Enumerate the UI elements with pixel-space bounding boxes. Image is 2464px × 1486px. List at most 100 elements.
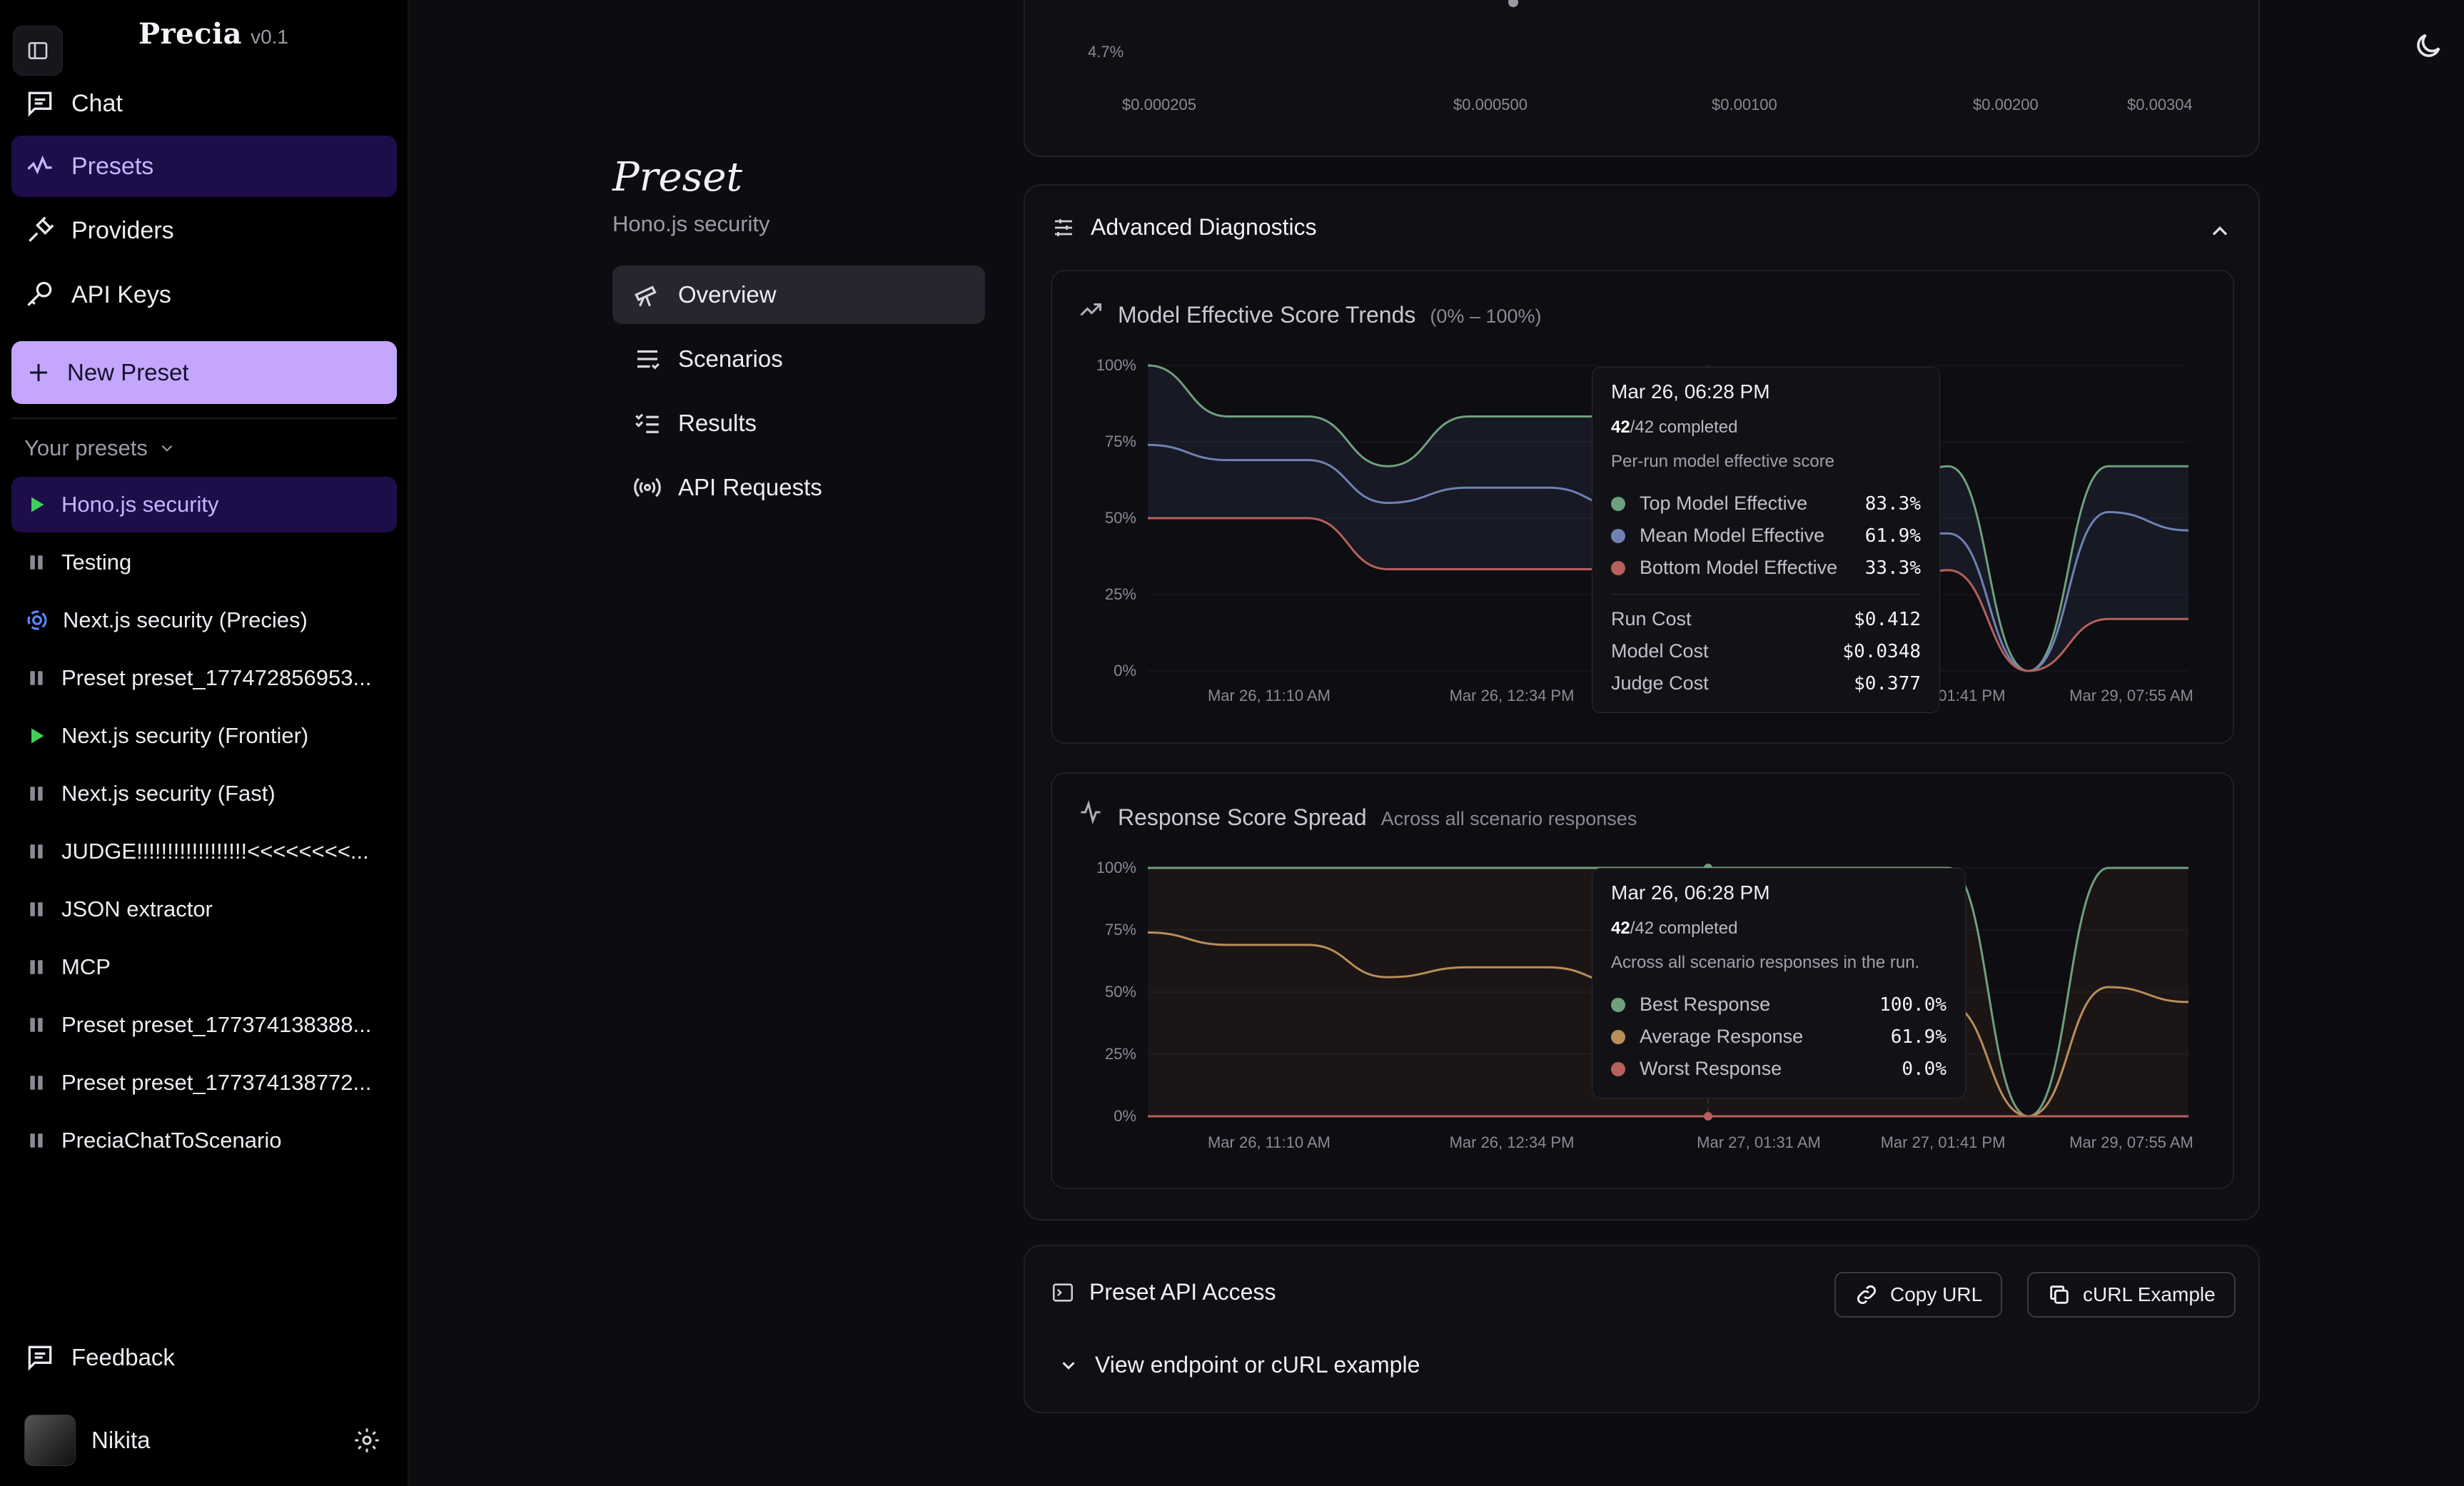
- cost-chart-panel: 4.7% $0.000205 $0.000500 $0.00100 $0.00200 $…: [1024, 0, 2260, 157]
- preset-list-item[interactable]: PreciaChatToScenario: [11, 1113, 397, 1168]
- advanced-diagnostics-header[interactable]: Advanced Diagnostics: [1051, 214, 1317, 241]
- sidebar-toggle-button[interactable]: [13, 26, 63, 76]
- user-row[interactable]: Nikita: [24, 1412, 381, 1469]
- feedback-button[interactable]: Feedback: [11, 1329, 397, 1386]
- y-tick-label: 0%: [1114, 662, 1136, 679]
- tooltip-title: Mar 26, 06:28 PM: [1611, 380, 1770, 403]
- broadcast-icon: [634, 477, 661, 497]
- nav-item-chat[interactable]: Chat: [11, 73, 397, 134]
- preset-list-item[interactable]: Preset preset_177472856953...: [11, 650, 397, 706]
- preset-label: Preset preset_177374138772...: [61, 1070, 372, 1095]
- preset-list-item[interactable]: Preset preset_177374138388...: [11, 997, 397, 1053]
- plug-icon: [29, 216, 54, 242]
- chevron-down-icon: [1062, 1361, 1075, 1370]
- moon-icon[interactable]: [2413, 30, 2444, 61]
- model-trend-tooltip: Mar 26, 06:28 PM 42/42 completed Per-run…: [1592, 367, 1940, 713]
- nav-item-presets[interactable]: Presets: [11, 136, 397, 197]
- tooltip-row: Mean Model Effective 61.9%: [1611, 520, 1921, 552]
- api-access-title: Preset API Access: [1089, 1279, 1276, 1305]
- tooltip-row-name: Mean Model Effective: [1640, 525, 1825, 546]
- preset-list-item[interactable]: MCP: [11, 939, 397, 995]
- copy-url-button[interactable]: Copy URL: [1834, 1272, 2003, 1318]
- nav-item-providers[interactable]: Providers: [11, 200, 397, 261]
- preset-list-item[interactable]: JSON extractor: [11, 881, 397, 937]
- copy-url-label: Copy URL: [1890, 1283, 1983, 1305]
- brand-name: Precia: [138, 17, 243, 51]
- sidebar-toggle-icon: [28, 42, 48, 59]
- preset-list-item[interactable]: Next.js security (Frontier): [11, 708, 397, 764]
- chevron-up-icon[interactable]: [2207, 218, 2233, 244]
- new-preset-button[interactable]: New Preset: [11, 341, 397, 404]
- feedback-label: Feedback: [71, 1344, 175, 1370]
- page-subtitle: Hono.js security: [612, 211, 770, 236]
- x-tick-label: Mar 29, 07:55 AM: [2069, 1133, 2193, 1151]
- y-tick-label: 50%: [1105, 509, 1136, 527]
- tooltip-desc: Per-run model effective score: [1611, 452, 1835, 471]
- tooltip-row-value: $0.412: [1854, 608, 1921, 630]
- y-tick-label: 100%: [1096, 859, 1136, 876]
- preset-label: MCP: [61, 954, 111, 979]
- tab-label: Results: [678, 410, 757, 436]
- tab-scenarios[interactable]: Scenarios: [612, 330, 985, 388]
- advanced-diagnostics-title: Advanced Diagnostics: [1091, 214, 1317, 240]
- tab-api-requests[interactable]: API Requests: [612, 458, 985, 517]
- preset-api-access-panel: Preset API Access Copy URL cURL Example …: [1024, 1245, 2260, 1413]
- tooltip-row-name: Judge Cost: [1611, 672, 1709, 694]
- pause-icon: [26, 841, 47, 861]
- tooltip-row-value: 100.0%: [1879, 994, 1947, 1016]
- x-tick-label: Mar 26, 11:10 AM: [1208, 687, 1331, 704]
- preset-label: Hono.js security: [61, 492, 219, 517]
- curl-example-button[interactable]: cURL Example: [2027, 1272, 2236, 1318]
- x-tick-label: Mar 26, 12:34 PM: [1450, 687, 1575, 704]
- brand: Precia v0.1: [138, 17, 288, 57]
- view-endpoint-expander[interactable]: View endpoint or cURL example: [1058, 1352, 1420, 1378]
- chat-icon: [28, 91, 52, 117]
- cost-x-tick: $0.00304: [2127, 96, 2193, 113]
- link-icon: [1857, 1285, 1877, 1305]
- y-tick-label: 75%: [1105, 433, 1136, 450]
- response-spread-header: Response Score Spread Across all scenari…: [1078, 799, 1637, 831]
- preset-list-item[interactable]: JUDGE!!!!!!!!!!!!!!!!!!<<<<<<<<...: [11, 824, 397, 879]
- y-tick-label: 75%: [1105, 921, 1136, 939]
- preset-list-item[interactable]: Testing: [11, 535, 397, 590]
- cost-y-tick: 4.7%: [1088, 43, 1124, 61]
- model-trend-note: (0% – 100%): [1430, 305, 1542, 327]
- legend-dot: [1611, 1061, 1625, 1076]
- settings-gear-icon[interactable]: [353, 1426, 381, 1455]
- nav-item-api-keys[interactable]: API Keys: [11, 264, 397, 325]
- tooltip-title: Mar 26, 06:28 PM: [1611, 881, 1770, 904]
- pause-icon: [26, 552, 47, 572]
- y-tick-label: 0%: [1114, 1107, 1136, 1125]
- tooltip-row: Top Model Effective 83.3%: [1611, 487, 1921, 520]
- nav-label: Chat: [71, 89, 123, 117]
- x-tick-label: Mar 29, 07:55 AM: [2069, 687, 2193, 704]
- tooltip-row: Model Cost $0.0348: [1611, 635, 1921, 667]
- legend-dot: [1611, 1029, 1625, 1044]
- tooltip-row-value: $0.0348: [1842, 640, 1921, 662]
- response-spread-title: Response Score Spread: [1118, 804, 1367, 830]
- play-icon: [26, 495, 47, 515]
- cost-x-tick: $0.00100: [1712, 96, 1777, 113]
- plus-icon: [30, 364, 47, 381]
- tab-results[interactable]: Results: [612, 394, 985, 453]
- cost-x-tick: $0.00200: [1973, 96, 2039, 113]
- preset-list-item[interactable]: Preset preset_177374138772...: [11, 1055, 397, 1111]
- key-icon: [27, 281, 52, 306]
- your-presets-toggle[interactable]: Your presets: [24, 431, 176, 465]
- tooltip-row-name: Average Response: [1640, 1026, 1804, 1047]
- pause-icon: [26, 784, 47, 804]
- tooltip-row: Worst Response 0.0%: [1611, 1053, 1947, 1085]
- preset-list-item[interactable]: Hono.js security: [11, 477, 397, 532]
- pause-icon: [26, 1073, 47, 1093]
- sidebar-divider: [11, 418, 397, 419]
- sidebar: Precia v0.1 Chat Presets Providers API K…: [0, 0, 408, 1486]
- legend-dot: [1611, 528, 1625, 543]
- trending-up-icon: [1080, 303, 1101, 316]
- tab-overview[interactable]: Overview: [612, 266, 985, 324]
- tooltip-row: Judge Cost $0.377: [1611, 667, 1921, 699]
- tooltip-row-name: Top Model Effective: [1640, 492, 1808, 514]
- x-tick-label: Mar 26, 11:10 AM: [1208, 1133, 1331, 1151]
- tooltip-row-value: $0.377: [1854, 672, 1921, 694]
- preset-list-item[interactable]: Next.js security (Fast): [11, 766, 397, 822]
- preset-list-item[interactable]: Next.js security (Precies): [11, 592, 397, 648]
